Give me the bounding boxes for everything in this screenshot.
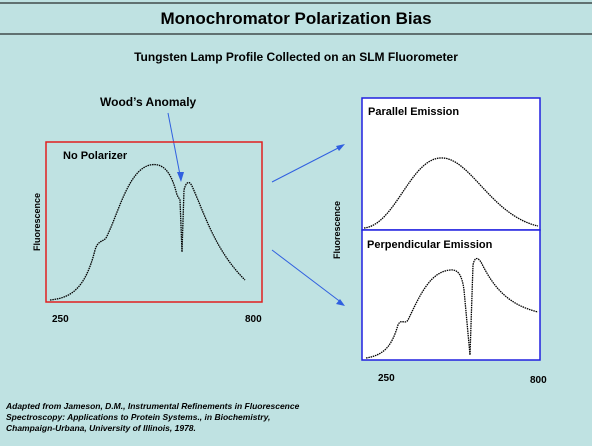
arrow-head	[336, 299, 345, 306]
bottom-panel-box	[361, 229, 541, 361]
curve	[49, 163, 246, 301]
annotation: Wood’s Anomaly	[100, 95, 197, 109]
panel-label: Parallel Emission	[368, 106, 459, 118]
subtitle: Tungsten Lamp Profile Collected on an SL…	[134, 50, 458, 64]
citation: Spectroscopy: Applications to Protein Sy…	[6, 412, 270, 422]
panel-label: No Polarizer	[63, 150, 128, 162]
x-end: 800	[530, 375, 547, 386]
annotation-arrow	[167, 112, 182, 181]
arrow-head	[336, 144, 345, 151]
panel-label: Perpendicular Emission	[367, 239, 493, 251]
citation: Adapted from Jameson, D.M., Instrumental…	[5, 401, 300, 411]
y-label: Fluorescence	[32, 193, 42, 251]
x-start: 250	[52, 314, 69, 325]
arrow	[271, 145, 343, 183]
arrow-head	[177, 172, 184, 182]
arrow	[271, 249, 343, 304]
curve	[365, 257, 539, 359]
x-end: 800	[245, 314, 262, 325]
citation: Champaign-Urbana, University of Illinois…	[6, 423, 196, 433]
title: Monochromator Polarization Bias	[160, 9, 431, 28]
x-start: 250	[378, 373, 395, 384]
y-label: Fluorescence	[332, 201, 342, 259]
left-panel-box	[45, 141, 263, 303]
curve	[363, 157, 539, 229]
